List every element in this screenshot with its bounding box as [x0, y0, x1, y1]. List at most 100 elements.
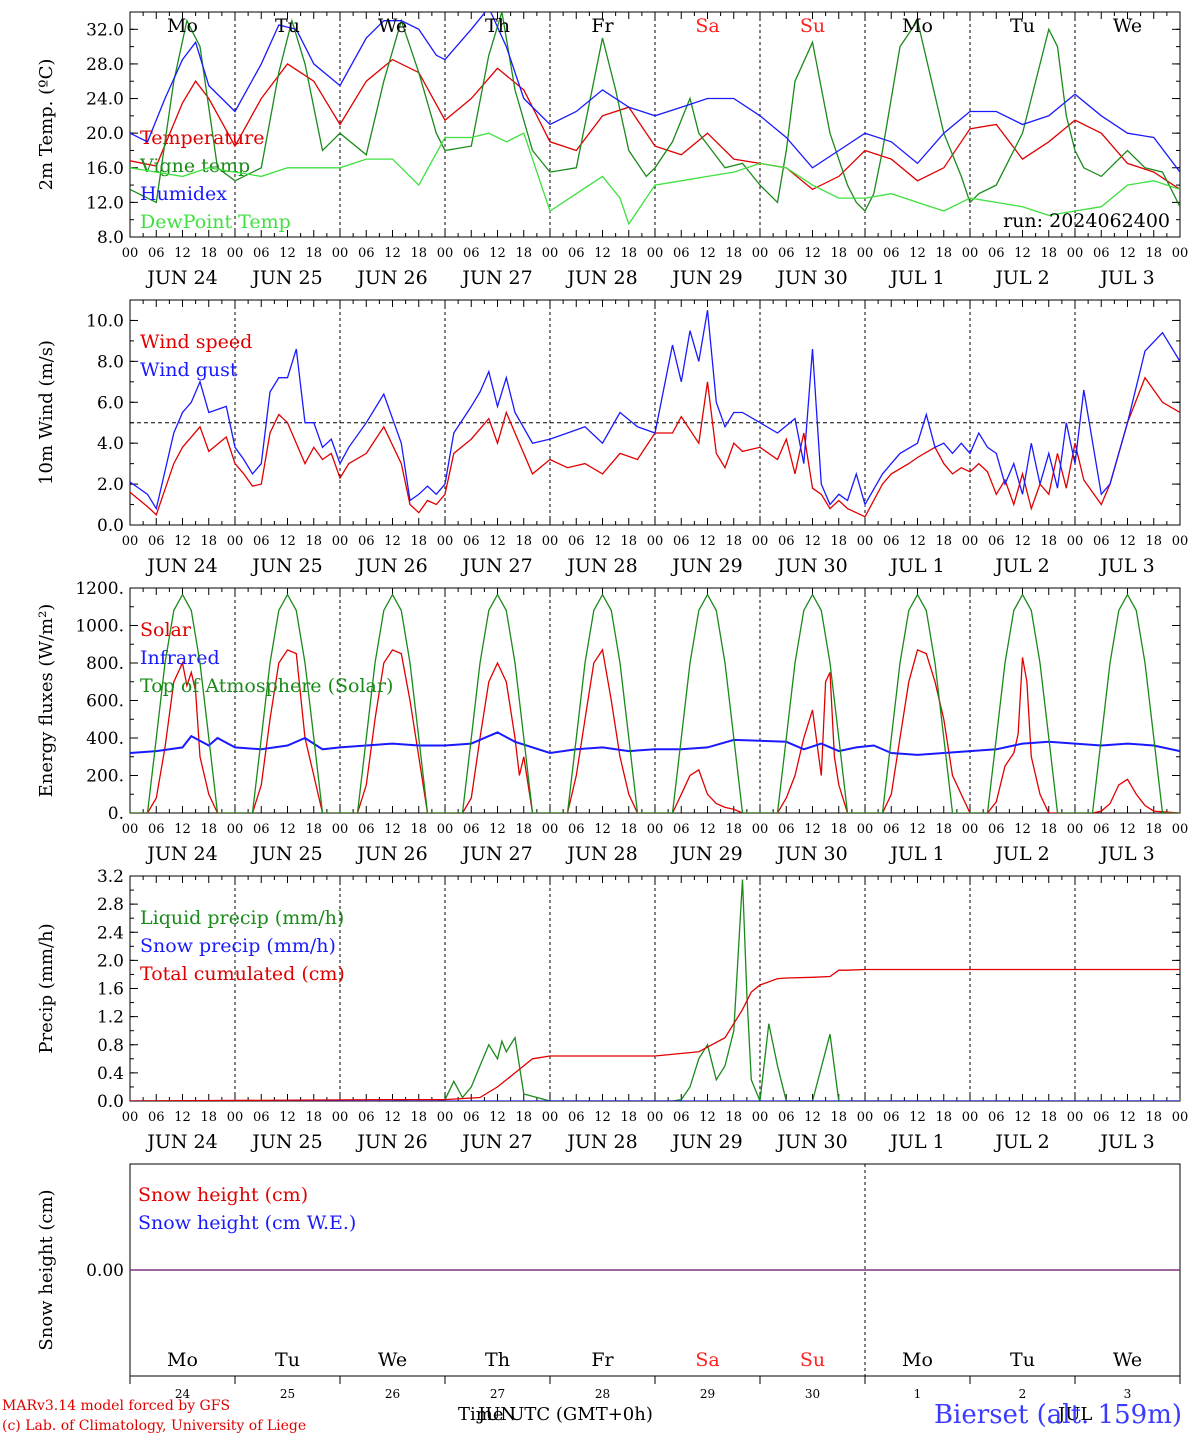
date-label: JUN 29 — [670, 267, 742, 289]
legend-entry: Snow height (cm W.E.) — [138, 1212, 356, 1234]
y-tick-label: 1.6 — [97, 980, 124, 1000]
weekday-label: We — [1113, 15, 1142, 37]
y-tick-label: 32.0 — [86, 20, 124, 40]
date-label: JUN 30 — [775, 1131, 847, 1153]
hour-label: 06 — [988, 1110, 1005, 1125]
day-number-label: 2 — [1019, 1387, 1027, 1401]
series-line-liquid-precip-mm-h- — [130, 879, 1180, 1101]
hour-label: 00 — [857, 1110, 874, 1125]
hour-label: 00 — [122, 534, 139, 549]
hour-label: 12 — [489, 534, 506, 549]
date-label: JUN 27 — [460, 267, 532, 289]
hour-label: 00 — [437, 246, 454, 261]
month-overlap-jul: JUL — [1058, 1404, 1093, 1425]
hour-label: 06 — [463, 246, 480, 261]
day-number-label: 26 — [385, 1387, 400, 1401]
y-tick-label: 2.8 — [97, 895, 124, 915]
hour-label: 00 — [227, 534, 244, 549]
date-label: JUN 28 — [565, 555, 637, 577]
hour-label: 00 — [1067, 246, 1084, 261]
hour-label: 06 — [988, 534, 1005, 549]
hour-label: 06 — [778, 1110, 795, 1125]
hour-label: 12 — [804, 822, 821, 837]
hour-label: 00 — [1172, 1110, 1189, 1125]
hour-label: 12 — [384, 1110, 401, 1125]
hour-label: 06 — [253, 246, 270, 261]
hour-label: 18 — [305, 246, 322, 261]
hour-label: 00 — [857, 822, 874, 837]
hour-label: 12 — [594, 822, 611, 837]
legend-entry: Vigne temp — [139, 155, 250, 177]
weekday-label: We — [1113, 1349, 1142, 1371]
hour-label: 06 — [253, 822, 270, 837]
hour-label: 12 — [1119, 822, 1136, 837]
hour-label: 06 — [358, 822, 375, 837]
weekday-label: We — [378, 1349, 407, 1371]
hour-label: 00 — [122, 246, 139, 261]
hour-label: 18 — [725, 1110, 742, 1125]
hour-label: 18 — [830, 822, 847, 837]
station-name: Bierset (alt. 159m) — [933, 1400, 1182, 1430]
hour-label: 06 — [883, 1110, 900, 1125]
hour-label: 06 — [463, 1110, 480, 1125]
series-line-humidex — [130, 12, 1180, 173]
lab-credit: (c) Lab. of Climatology, University of L… — [2, 1418, 307, 1434]
legend-entry: Liquid precip (mm/h) — [140, 907, 344, 929]
y-tick-label: 4.0 — [97, 434, 124, 454]
date-label: JUL 2 — [993, 843, 1049, 865]
day-number-label: 30 — [805, 1387, 820, 1401]
y-tick-label: 1000. — [75, 617, 124, 637]
weekday-label: Fr — [591, 1349, 614, 1371]
hour-label: 06 — [358, 1110, 375, 1125]
hour-label: 00 — [542, 246, 559, 261]
hour-label: 18 — [200, 1110, 217, 1125]
weekday-label: Th — [485, 1349, 510, 1371]
month-overlap-jun: JUN — [478, 1404, 517, 1425]
hour-label: 12 — [909, 822, 926, 837]
hour-label: 12 — [594, 534, 611, 549]
weekday-label: Th — [485, 15, 510, 37]
y-tick-label: 0.4 — [97, 1064, 124, 1084]
hour-label: 00 — [227, 246, 244, 261]
weekday-label: Tu — [275, 1349, 300, 1371]
hour-label: 12 — [804, 246, 821, 261]
hour-label: 00 — [437, 822, 454, 837]
hour-label: 18 — [620, 534, 637, 549]
y-tick-label: 2.0 — [97, 951, 124, 971]
day-number-label: 27 — [490, 1387, 505, 1401]
date-label: JUL 3 — [1098, 267, 1154, 289]
y-tick-label: 24.0 — [86, 90, 124, 110]
hour-label: 06 — [988, 822, 1005, 837]
y-tick-label: 600. — [86, 692, 124, 712]
weekday-label: Mo — [902, 1349, 933, 1371]
y-tick-label: 400. — [86, 729, 124, 749]
panel-frame-2 — [129, 587, 1181, 814]
y-tick-label: 10.0 — [86, 311, 124, 331]
date-label: JUN 30 — [775, 267, 847, 289]
date-label: JUN 30 — [775, 843, 847, 865]
hour-label: 18 — [620, 246, 637, 261]
y-tick-label: 1200. — [75, 579, 124, 599]
hour-label: 18 — [620, 1110, 637, 1125]
legend-entry: Snow height (cm) — [138, 1184, 308, 1206]
hour-label: 00 — [752, 534, 769, 549]
series-line-wind-gust — [130, 310, 1180, 511]
hour-label: 06 — [778, 534, 795, 549]
hour-label: 06 — [673, 246, 690, 261]
hour-label: 00 — [227, 822, 244, 837]
hour-label: 12 — [594, 1110, 611, 1125]
y-tick-label: 0.00 — [86, 1261, 124, 1281]
hour-label: 18 — [1040, 822, 1057, 837]
hour-label: 00 — [332, 822, 349, 837]
hour-label: 18 — [200, 822, 217, 837]
series-line-top-of-atmosphere-solar- — [130, 593, 1180, 813]
hour-label: 00 — [1067, 822, 1084, 837]
hour-label: 00 — [647, 822, 664, 837]
day-number-label: 24 — [175, 1387, 191, 1401]
hour-label: 06 — [673, 534, 690, 549]
date-label: JUN 29 — [670, 1131, 742, 1153]
hour-label: 12 — [699, 246, 716, 261]
hour-label: 06 — [568, 534, 585, 549]
weekday-label: Tu — [1010, 15, 1035, 37]
hour-label: 06 — [673, 822, 690, 837]
